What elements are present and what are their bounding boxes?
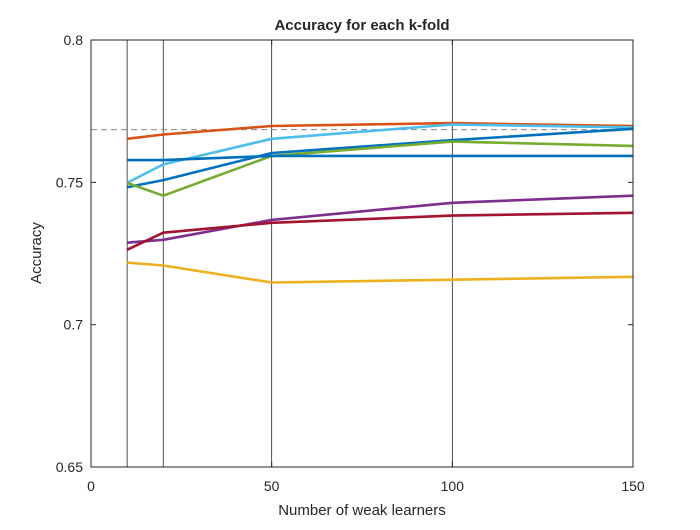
y-ticks: 0.65 0.7 0.75 0.8 xyxy=(56,32,633,475)
y-tick-label: 0.65 xyxy=(56,459,83,475)
x-tick-label: 0 xyxy=(87,478,95,494)
series-line-7 xyxy=(126,211,634,251)
series-line-6 xyxy=(126,194,634,244)
x-axis-label: Number of weak learners xyxy=(278,502,446,519)
series-line-2 xyxy=(126,123,634,185)
series-line-3 xyxy=(126,127,634,189)
vertical-lines xyxy=(126,40,453,467)
y-tick-label: 0.75 xyxy=(56,174,83,190)
x-ticks: 0 50 100 150 xyxy=(87,40,645,494)
x-tick-label: 100 xyxy=(441,478,465,494)
y-axis-label: Accuracy xyxy=(28,222,45,284)
series-line-8 xyxy=(126,261,634,284)
x-tick-label: 50 xyxy=(264,478,280,494)
chart-title: Accuracy for each k-fold xyxy=(274,17,449,34)
y-tick-label: 0.8 xyxy=(64,32,84,48)
series-group xyxy=(126,121,634,284)
x-tick-label: 150 xyxy=(621,478,645,494)
y-tick-label: 0.7 xyxy=(64,317,84,333)
plot-background xyxy=(91,40,633,467)
plot-box xyxy=(90,39,634,468)
series-line-5 xyxy=(127,154,633,162)
series-line-1 xyxy=(126,121,634,141)
